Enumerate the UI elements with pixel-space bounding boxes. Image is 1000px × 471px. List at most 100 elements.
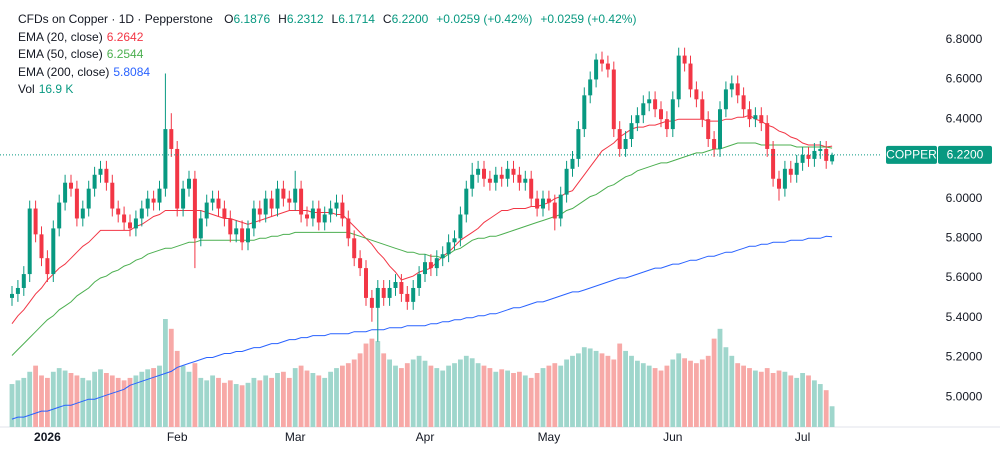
volume-bar [245,382,251,427]
candle-body [529,178,534,199]
volume-name: Vol [18,82,35,96]
volume-bar [546,365,552,427]
candle-body [110,182,115,209]
candle-body [45,258,50,275]
candle-body [69,182,73,189]
change: +0.0259 (+0.42%) [436,12,533,26]
candle-body [753,115,758,120]
indicator-value: 6.2642 [106,29,144,44]
volume-bar [121,380,127,427]
indicator-value: 6.2544 [106,47,144,61]
volume-bar [322,377,328,427]
candle-body [600,59,604,64]
candle-body [423,262,427,275]
candle-body [470,174,475,189]
candle-body [576,129,581,159]
candle-body [293,188,298,203]
candle-body [98,168,103,175]
volume-bar [145,369,151,427]
candle-body [369,297,374,308]
candle-body [712,139,717,149]
volume-bar [133,375,139,427]
candle-body [741,95,746,110]
candle-body [511,168,516,175]
volume-bar [605,355,611,427]
volume-bar [776,370,782,427]
candle-body [558,194,563,219]
volume-bar [505,370,510,427]
volume-bar [393,365,398,427]
candle-body [718,109,722,149]
volume-bar [540,368,546,427]
volume-bar [458,359,463,427]
candle-body [653,99,658,110]
candle-body [122,214,127,223]
price-badge [938,145,992,164]
candle-body [216,198,221,209]
candle-body [387,287,392,298]
ema-line [11,114,833,324]
candle-body [240,228,245,243]
candle-body [824,148,829,161]
volume-bar [434,368,440,427]
candle-body [246,228,250,243]
volume-bar [281,371,286,427]
volume-bar [50,371,56,427]
volume-bar [192,363,198,427]
volume-bar [499,369,505,427]
ohlc-key: O [224,12,234,26]
volume-bar [753,370,758,427]
candle-body [670,99,675,130]
volume-bar [640,363,646,427]
volume-bar [15,380,21,427]
volume-bar [682,358,687,427]
candle-body [570,158,575,169]
candle-body [747,109,752,120]
volume-bar [257,380,263,427]
candle-body [588,79,593,96]
volume-bar [823,390,829,427]
volume-bar [422,360,428,427]
volume-bar [139,371,145,427]
volume-bar [387,359,392,427]
volume-bar [587,348,593,427]
y-tick-label: 5.8000 [946,230,983,244]
volume-bar [481,365,487,427]
volume-bar [351,359,357,427]
y-tick-label: 5.4000 [946,310,983,324]
volume-bar [216,377,221,427]
y-tick-label: 6.0000 [946,191,983,205]
volume-bar [800,373,805,427]
candle-body [706,119,711,140]
ohlc-value: 6.2312 [286,12,324,26]
candle-body [464,188,469,215]
candle-body [594,59,599,80]
volume-bar [375,341,381,427]
y-tick-label: 5.0000 [946,389,983,403]
candle-body [629,123,634,140]
volume-bar [416,355,422,427]
x-tick-label: Feb [167,430,188,444]
candle-body [765,123,770,149]
volume-bar [446,365,451,427]
candle-body [623,139,628,149]
volume-bar [475,363,481,427]
candle-body [86,188,91,209]
volume-bar [581,347,587,427]
candle-body [269,198,274,209]
candle-body [204,202,209,219]
symbol-label: COPPER [886,148,937,162]
volume-bar [599,353,605,427]
volume-bar [62,370,68,427]
volume-bar [658,370,664,427]
volume-bar [694,363,699,427]
candle-body [210,198,215,203]
candle-body [546,198,551,203]
volume-bar [794,377,800,427]
candle-body [322,214,327,223]
volume-bar [334,368,339,427]
candle-body [806,154,811,159]
candle-body [411,287,416,302]
candle-body [458,214,463,239]
